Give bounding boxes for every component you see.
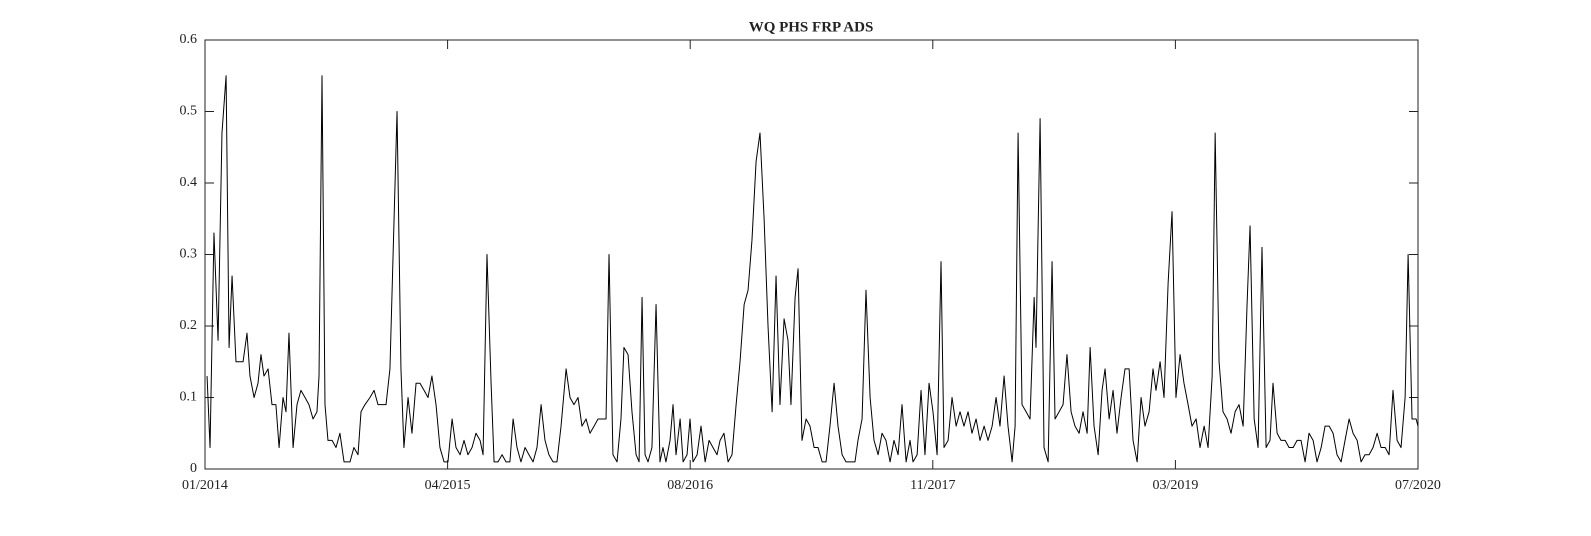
- chart-title: WQ PHS FRP ADS: [749, 19, 874, 35]
- y-tick-label: 0.5: [180, 104, 198, 119]
- x-tick-label: 11/2017: [910, 478, 955, 493]
- y-tick-label: 0.4: [180, 175, 198, 190]
- x-tick-label: 01/2014: [182, 478, 228, 493]
- y-tick-label: 0.1: [180, 390, 198, 405]
- y-tick-label: 0.3: [180, 247, 198, 262]
- x-tick-label: 03/2019: [1152, 478, 1198, 493]
- data-line: [206, 75, 1419, 463]
- x-tick-label: 08/2016: [667, 478, 713, 493]
- y-tick-label: 0: [190, 461, 197, 476]
- x-tick-label: 04/2015: [425, 478, 471, 493]
- y-tick-label: 0.2: [180, 318, 198, 333]
- x-tick-label: 07/2020: [1395, 478, 1441, 493]
- plot-frame: [204, 39, 1419, 470]
- y-tick-label: 0.6: [180, 32, 198, 47]
